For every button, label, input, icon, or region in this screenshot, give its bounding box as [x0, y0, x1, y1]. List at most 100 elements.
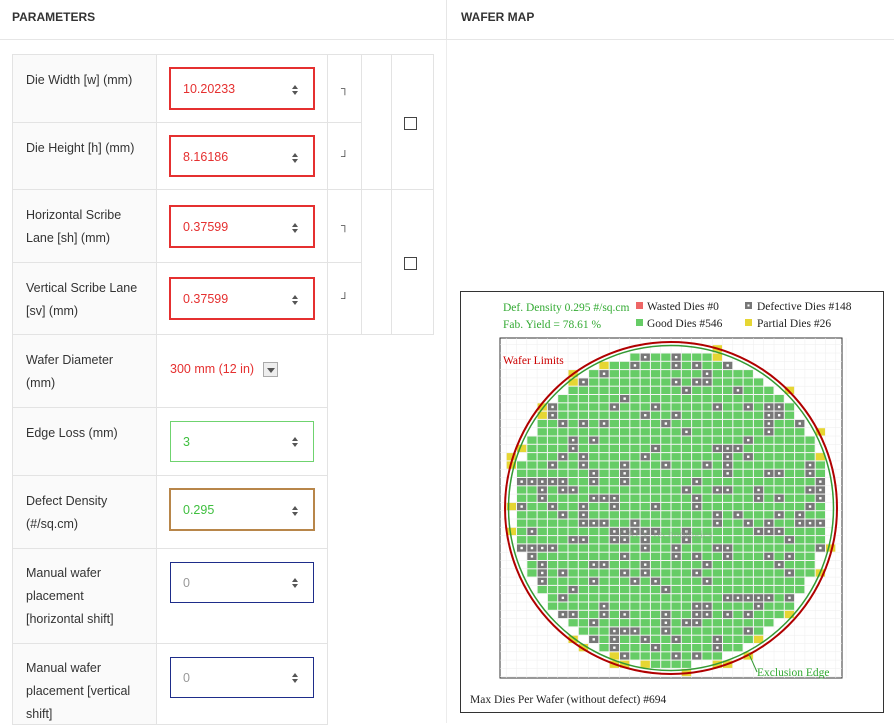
- defect-mark: [674, 638, 678, 641]
- die-cell: [764, 619, 774, 627]
- h-shift-spinner[interactable]: [290, 577, 300, 589]
- die-cell: [805, 444, 815, 453]
- die-cell: [681, 453, 692, 461]
- die-cell: [609, 652, 619, 660]
- die-cell: [733, 411, 743, 419]
- scribe-bracket-cell-top: ┐: [327, 189, 362, 263]
- wafer-diameter-select[interactable]: 300 mm (12 in): [170, 362, 278, 379]
- scribe-lock-checkbox[interactable]: [404, 257, 417, 270]
- die-cell: [702, 511, 712, 519]
- die-width-input[interactable]: 10.20233: [169, 67, 315, 110]
- defect-mark: [695, 621, 698, 624]
- die-cell: [609, 569, 619, 577]
- edge-loss-input[interactable]: 3: [170, 421, 314, 462]
- v-scribe-spinner[interactable]: [290, 294, 300, 306]
- die-cell: [578, 386, 589, 394]
- die-cell: [599, 453, 609, 461]
- defect-mark: [777, 497, 781, 500]
- die-cell: [692, 370, 702, 378]
- defect-mark: [808, 463, 812, 467]
- v-scribe-input[interactable]: 0.37599: [169, 277, 315, 320]
- die-cell: [547, 561, 558, 569]
- die-cell: [681, 494, 692, 502]
- die-cell: [733, 403, 743, 411]
- die-cell: [578, 478, 589, 486]
- v-shift-input[interactable]: 0: [170, 657, 314, 698]
- chevron-down-icon[interactable]: [263, 362, 278, 377]
- die-cell: [692, 395, 702, 403]
- die-cell: [599, 585, 609, 594]
- die-cell: [620, 561, 630, 569]
- defect-mark: [705, 563, 709, 566]
- defect-mark: [571, 447, 575, 450]
- die-cell: [681, 577, 692, 585]
- die-cell: [784, 602, 795, 610]
- die-cell: [784, 486, 795, 494]
- defect-mark: [571, 488, 575, 492]
- die-cell: [671, 486, 681, 494]
- defect-mark: [520, 505, 523, 508]
- defect-mark: [602, 604, 606, 608]
- die-cell: [692, 511, 702, 519]
- die-cell: [671, 610, 681, 619]
- die-cell: [795, 436, 805, 444]
- v-shift-spinner[interactable]: [290, 672, 300, 684]
- die-cell: [589, 511, 599, 519]
- die-cell: [743, 428, 753, 436]
- die-cell: [743, 569, 753, 577]
- die-cell: [537, 511, 547, 519]
- die-cell: [589, 585, 599, 594]
- die-cell: [712, 386, 722, 394]
- die-cell: [681, 610, 692, 619]
- v-scribe-label: Vertical Scribe Lane [sv] (mm): [26, 281, 138, 318]
- defect-mark: [747, 438, 750, 442]
- die-cell: [692, 428, 702, 436]
- die-cell: [681, 652, 692, 660]
- good-legend-swatch: [636, 319, 643, 326]
- die-cell: [743, 478, 753, 486]
- die-height-spinner[interactable]: [290, 152, 300, 164]
- die-cell: [640, 502, 650, 511]
- die-cell: [558, 577, 568, 585]
- defect-mark: [716, 638, 719, 641]
- die-width-label: Die Width [w] (mm): [26, 73, 133, 87]
- die-cell: [795, 494, 805, 502]
- die-cell: [681, 461, 692, 469]
- die-cell: [743, 461, 753, 469]
- die-cell: [671, 602, 681, 610]
- die-width-spinner[interactable]: [290, 84, 300, 96]
- die-lock-checkbox[interactable]: [404, 117, 417, 130]
- exclusion-edge-pointer: [748, 653, 758, 673]
- die-cell: [702, 635, 712, 643]
- die-cell: [640, 370, 650, 378]
- die-cell: [640, 619, 650, 627]
- defect-mark: [736, 513, 740, 517]
- die-cell: [753, 569, 764, 577]
- die-cell: [692, 486, 702, 494]
- defect-mark: [561, 480, 565, 483]
- die-cell: [671, 536, 681, 544]
- defect-mark: [644, 638, 647, 641]
- defect-mark: [757, 604, 760, 608]
- die-cell: [733, 461, 743, 469]
- die-grid: [506, 345, 836, 677]
- die-cell: [733, 602, 743, 610]
- die-cell: [578, 619, 589, 627]
- die-height-input[interactable]: 8.16186: [169, 135, 315, 177]
- h-scribe-spinner[interactable]: [290, 222, 300, 234]
- h-shift-input[interactable]: 0: [170, 562, 314, 603]
- die-cell: [784, 511, 795, 519]
- h-scribe-input[interactable]: 0.37599: [169, 205, 315, 248]
- die-cell: [578, 494, 589, 502]
- die-cell: [702, 644, 712, 652]
- defect-mark: [541, 580, 544, 583]
- die-cell: [815, 511, 825, 519]
- die-cell: [661, 561, 671, 569]
- die-cell: [671, 436, 681, 444]
- die-cell: [661, 494, 671, 502]
- defect-density-spinner[interactable]: [290, 505, 300, 517]
- defect-density-input[interactable]: 0.295: [169, 488, 315, 531]
- edge-loss-spinner[interactable]: [290, 436, 300, 448]
- die-cell: [640, 627, 650, 635]
- die-cell: [568, 519, 578, 527]
